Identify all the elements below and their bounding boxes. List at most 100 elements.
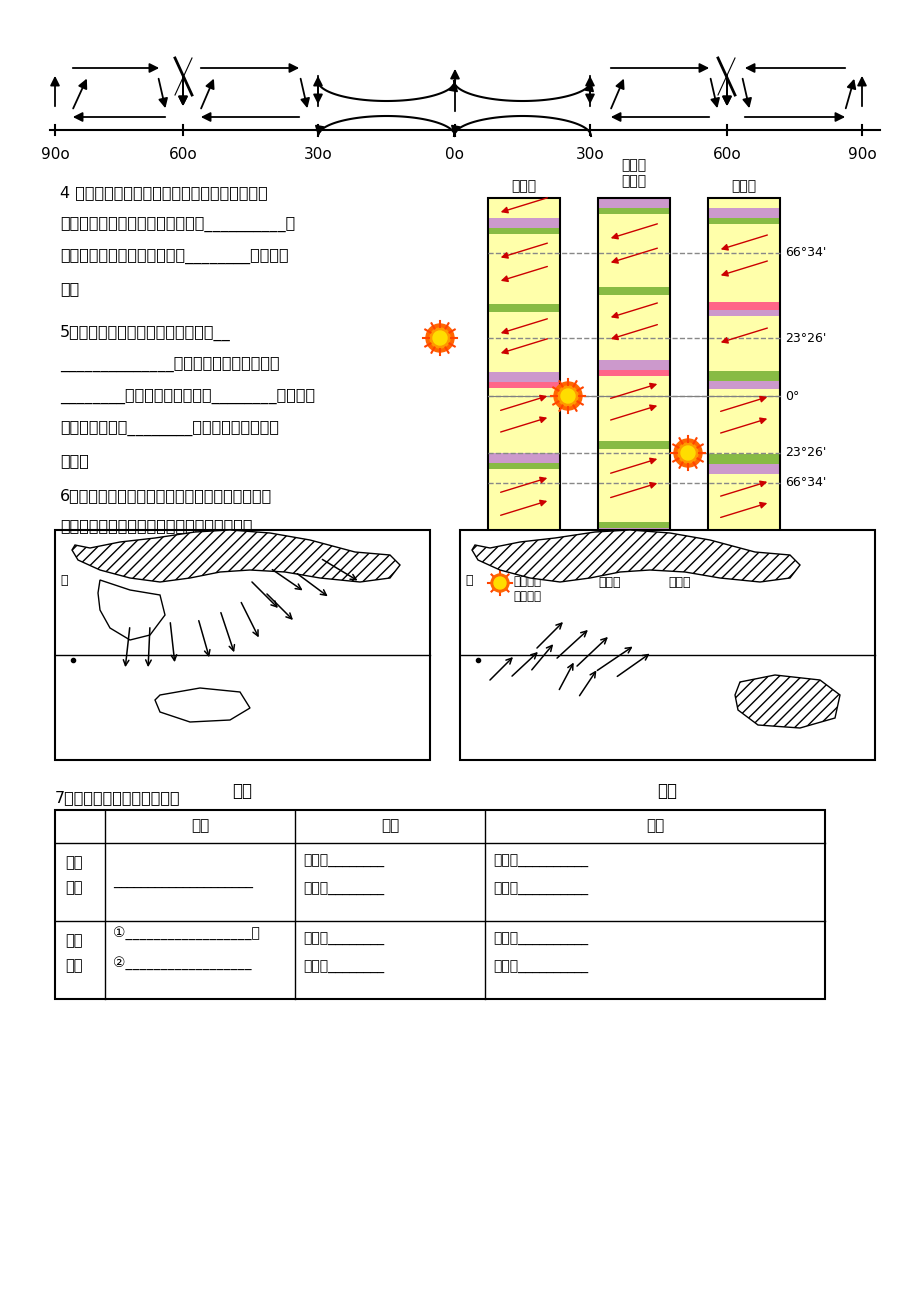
Text: 60o: 60o [168, 147, 198, 161]
Text: 冬至日: 冬至日 [731, 178, 755, 193]
Text: 太阳直射
点的位置: 太阳直射 点的位置 [513, 575, 540, 603]
Text: 60o: 60o [712, 147, 741, 161]
Bar [597, 449, 669, 522]
Bar [708, 310, 779, 316]
Text: 66°34': 66°34' [784, 477, 825, 490]
Circle shape [433, 331, 447, 345]
Bar [708, 474, 779, 538]
Bar [708, 454, 779, 464]
Text: ______________差异，冬季亚欧大陆形成: ______________差异，冬季亚欧大陆形成 [60, 357, 279, 372]
Text: 移。: 移。 [60, 281, 79, 296]
Bar [708, 224, 779, 302]
Bar [487, 198, 560, 217]
Text: A: A [517, 556, 529, 572]
Circle shape [491, 574, 508, 592]
Bar [55, 530, 429, 760]
Bar [487, 381, 560, 388]
Text: 30o: 30o [303, 147, 332, 161]
Text: 〉: 〉 [60, 573, 67, 586]
Bar [708, 217, 779, 224]
Bar [597, 214, 669, 286]
Bar [708, 389, 779, 454]
Circle shape [680, 447, 694, 460]
Text: 成因: 成因 [190, 819, 209, 833]
Text: 低压带: 低压带 [597, 575, 619, 589]
Bar [487, 228, 560, 234]
Text: 冬季：__________: 冬季：__________ [493, 854, 587, 868]
Circle shape [561, 389, 574, 404]
Text: B: B [628, 556, 639, 572]
Text: ②__________________: ②__________________ [113, 956, 251, 970]
Polygon shape [154, 687, 250, 723]
Text: 66°34': 66°34' [784, 246, 825, 259]
Text: 冬季：________: 冬季：________ [302, 932, 384, 947]
Bar [708, 208, 779, 217]
Bar [597, 198, 669, 208]
Text: 动。就北半球来说，大致夏季________移，冬季: 动。就北半球来说，大致夏季________移，冬季 [60, 249, 289, 264]
Bar [487, 372, 560, 381]
Text: 南亚: 南亚 [65, 934, 83, 948]
Polygon shape [471, 530, 800, 582]
Bar [573, 575, 595, 589]
Circle shape [425, 324, 453, 352]
Text: 6、在下图中分别注出亚欧大陆和北太平洋的气压: 6、在下图中分别注出亚欧大陆和北太平洋的气压 [60, 488, 272, 503]
Text: 风向: 风向 [380, 819, 399, 833]
Text: 冬季: 冬季 [232, 783, 252, 799]
Text: 冬季：________: 冬季：________ [302, 854, 384, 868]
Polygon shape [72, 530, 400, 582]
Bar [597, 441, 669, 449]
Bar [708, 302, 779, 310]
Bar [487, 217, 560, 228]
Bar [487, 388, 560, 453]
Bar [642, 575, 664, 589]
Text: 东亚: 东亚 [65, 855, 83, 871]
Text: 高压。: 高压。 [60, 453, 89, 467]
Bar [597, 376, 669, 441]
Text: 夏至日: 夏至日 [511, 178, 536, 193]
Circle shape [674, 439, 701, 467]
Bar [708, 371, 779, 381]
Bar [487, 464, 560, 469]
Text: 夏季：________: 夏季：________ [302, 960, 384, 974]
Bar [597, 359, 669, 370]
Bar [487, 453, 560, 464]
Bar [487, 234, 560, 303]
Text: C: C [738, 556, 749, 572]
Text: 0o: 0o [445, 147, 464, 161]
Bar [708, 316, 779, 371]
Circle shape [494, 577, 505, 589]
Text: ____________________: ____________________ [113, 875, 253, 889]
Bar [55, 810, 824, 999]
Text: 夏季：__________: 夏季：__________ [493, 881, 587, 896]
Circle shape [553, 381, 582, 410]
Text: 冬季：__________: 冬季：__________ [493, 932, 587, 947]
Text: 名称，并画出东亚和南亚的冬夏季风的风向。: 名称，并画出东亚和南亚的冬夏季风的风向。 [60, 518, 252, 533]
Bar [487, 312, 560, 372]
Text: 0°: 0° [784, 389, 799, 402]
Bar [597, 286, 669, 296]
Circle shape [558, 385, 577, 406]
Text: 夏季：__________: 夏季：__________ [493, 960, 587, 974]
Bar [597, 522, 669, 529]
Text: 季风: 季风 [65, 958, 83, 974]
Bar [597, 370, 669, 376]
Text: 性质: 性质 [645, 819, 664, 833]
Bar [487, 198, 560, 538]
Text: 23°26': 23°26' [784, 332, 825, 345]
Text: 夏季: 夏季 [656, 783, 676, 799]
Bar [708, 198, 779, 538]
Text: ①__________________；: ①__________________； [113, 926, 259, 940]
Bar [487, 469, 560, 538]
Circle shape [429, 328, 449, 348]
Text: 高压带: 高压带 [667, 575, 690, 589]
Polygon shape [98, 579, 165, 641]
Text: 7、东亚季风与南亚季风比较: 7、东亚季风与南亚季风比较 [55, 790, 180, 805]
Text: 30o: 30o [575, 147, 604, 161]
Circle shape [677, 443, 698, 464]
Text: 4 、由于太阳直射点随季节变化而南北移动，气: 4 、由于太阳直射点随季节变化而南北移动，气 [60, 185, 267, 201]
Text: 压带和风带在一年内也做周期性的__________移: 压带和风带在一年内也做周期性的__________移 [60, 217, 295, 232]
Bar [487, 303, 560, 312]
Bar [708, 381, 779, 389]
Polygon shape [734, 674, 839, 728]
Text: 5、海陆分布对气压场的影响：由于__: 5、海陆分布对气压场的影响：由于__ [60, 326, 231, 341]
